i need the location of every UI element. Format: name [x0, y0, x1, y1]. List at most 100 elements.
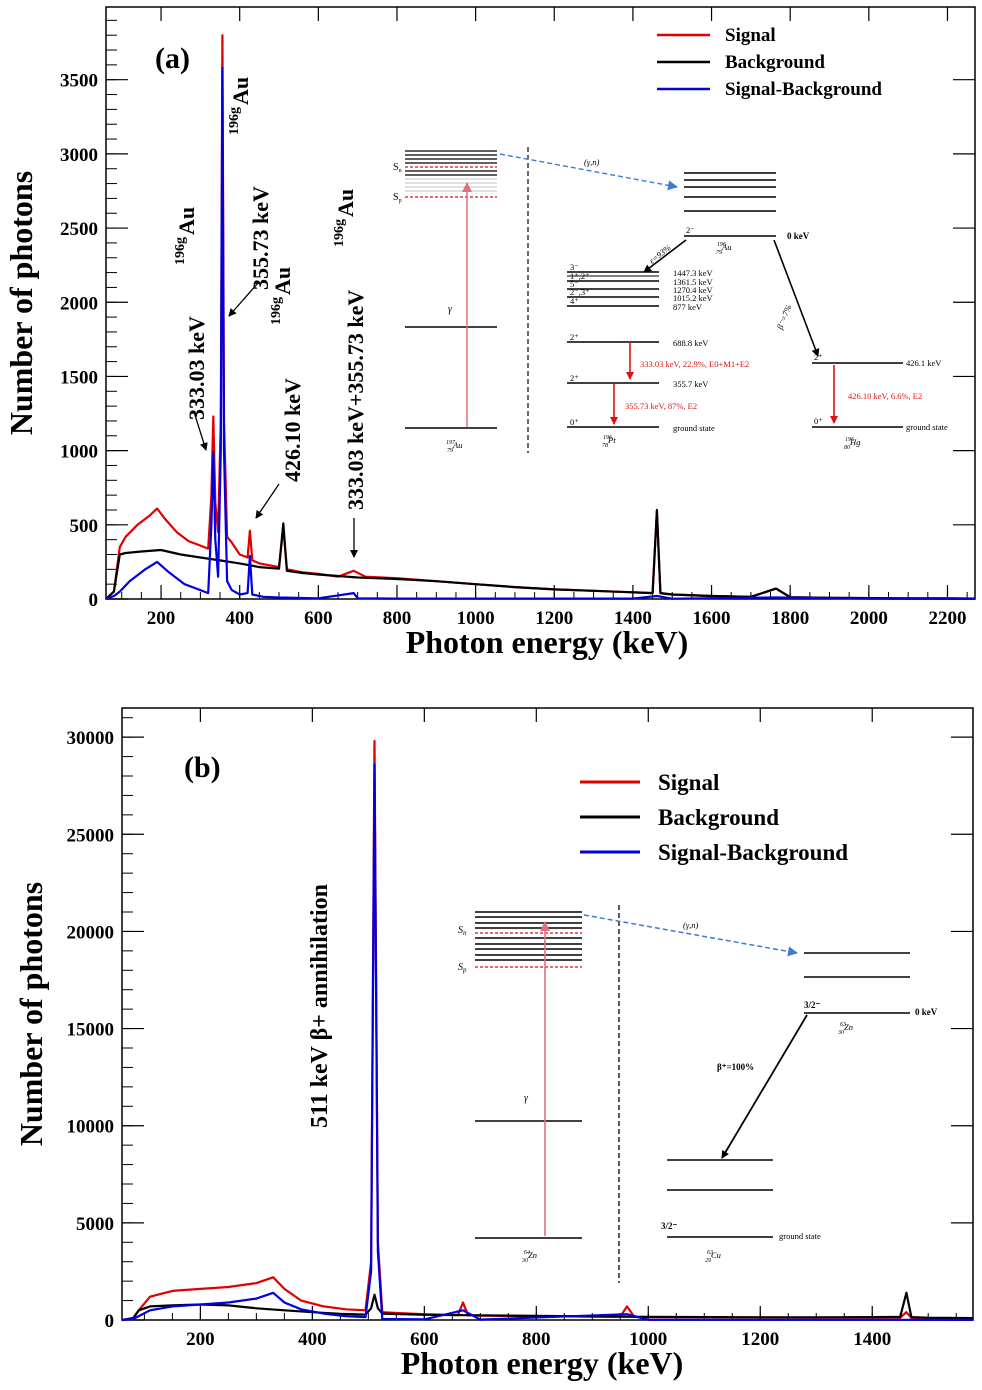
gamma-label-a: γ [448, 304, 453, 315]
pt-level-energy: 1447.3 keV [673, 268, 714, 278]
y-tick-label-a-0: 0 [89, 590, 99, 611]
sp-label-b: Sp [458, 962, 467, 974]
x-tick-label-b-1200: 1200 [741, 1329, 779, 1350]
reaction-arrow-b [583, 914, 798, 957]
target-nuclide-b: 64 30Zn [521, 1249, 537, 1264]
legend-label-signal: Signal [725, 25, 776, 46]
series-line-b-background [121, 1291, 974, 1322]
pt-level-energy: 1361.5 keV [673, 277, 714, 287]
peak-annotation-sum: 333.03 keV+355.73 keV 196g Au [332, 189, 368, 558]
mid-spin-a: 2⁻ [686, 225, 695, 235]
pt-transition-2-label: 355.73 keV, 87%, E2 [625, 401, 697, 411]
pt-level-energy: 1270.4 keV [673, 285, 714, 295]
y-tick-label-b-25000: 25000 [67, 825, 115, 846]
pt-level-spin: 5⁻ [570, 279, 579, 289]
gamma-label-b: γ [524, 1093, 529, 1104]
pt-level-energy: 877 keV [673, 302, 703, 312]
x-tick-label-b-200: 200 [186, 1329, 215, 1350]
pt-transition-1-label: 333.03 keV, 22.9%, E0+M1+E2 [640, 359, 749, 369]
peak-nuclide-333: Au [174, 207, 199, 235]
y-axis-title-b: Number of photons [13, 882, 49, 1146]
x-tick-label-a-1600: 1600 [693, 608, 731, 629]
pt-level-energy: 355.7 keV [673, 379, 709, 389]
y-tick-label-b-10000: 10000 [67, 1117, 115, 1138]
x-axis-title-b: Photon energy (keV) [401, 1345, 684, 1381]
y-tick-label-a-3000: 3000 [60, 145, 98, 166]
x-tick-label-a-2000: 2000 [850, 608, 888, 629]
peak-nuclide-355: Au [228, 77, 253, 105]
beta-plus-label-b: β⁺=100% [717, 1062, 754, 1072]
x-tick-label-a-1800: 1800 [771, 608, 809, 629]
hg-level-426-spin: 2⁺ [814, 352, 823, 362]
x-tick-label-a-1400: 1400 [614, 608, 652, 629]
mid-energy-b: 0 keV [915, 1007, 938, 1017]
hg-transition-label: 426.10 keV, 6.6%, E2 [848, 391, 922, 401]
pt-level-spin: 3⁻ [570, 262, 579, 272]
mid-nuclide-b: 63 30Zn [837, 1022, 853, 1036]
y-tick-label-b-0: 0 [105, 1311, 115, 1332]
hg-level-426-energy: 426.1 keV [906, 358, 942, 368]
y-tick-label-a-1000: 1000 [60, 442, 98, 463]
legend-b-label-signal: Signal [658, 770, 719, 795]
pt-level-spin: 4⁺ [570, 296, 579, 306]
beta-branch-arrow-a [773, 239, 820, 357]
sn-label-b: Sn [458, 925, 467, 937]
legend-b: Signal Background Signal-Background [580, 770, 848, 865]
annihilation-label: 511 keV β+ annihilation [307, 884, 333, 1128]
series-line-a-signal-background [105, 66, 976, 601]
peak-arrow-426 [255, 483, 280, 519]
peak-nuclide-426: Au [270, 267, 295, 295]
cu-levels [667, 1159, 773, 1238]
series-group-a [105, 34, 976, 601]
x-tick-label-b-400: 400 [298, 1329, 327, 1350]
legend-a: Signal Background Signal-Background [657, 25, 882, 100]
target-levels-b [475, 911, 582, 1239]
panel-label-a: (a) [155, 42, 190, 75]
x-tick-label-a-800: 800 [383, 608, 412, 629]
panel-a: 200 400 600 800 1000 1200 1400 1600 1800 2000 2200… [3, 6, 976, 660]
pt-level-energy: ground state [673, 423, 715, 433]
x-tick-label-a-1200: 1200 [535, 608, 573, 629]
peak-mass-355: 196g [227, 107, 242, 135]
axis-ticks-b: 200 400 600 800 1000 1200 1400 0 5000 10000 15000 2… [67, 708, 973, 1350]
legend-label-signal-background: Signal-Background [725, 79, 882, 100]
decay-scheme-b: Sn Sp γ 64 30Zn (γ,n) 3/2⁻ 0 keV 63 30Zn β… [458, 905, 938, 1283]
peak-arrow-355 [228, 282, 259, 317]
y-tick-label-b-20000: 20000 [67, 922, 115, 943]
mid-spin-b: 3/2⁻ [804, 1000, 821, 1010]
peak-label-426: 426.10 keV [280, 378, 305, 482]
x-tick-label-a-1000: 1000 [457, 608, 495, 629]
x-tick-label-a-400: 400 [225, 608, 254, 629]
cu-energy: ground state [779, 1231, 821, 1241]
y-tick-label-a-3500: 3500 [60, 71, 98, 92]
series-line-a-background [105, 508, 976, 600]
reaction-arrow-a [499, 153, 678, 191]
mid-energy-a: 0 keV [787, 231, 810, 241]
panel-label-b: (b) [184, 751, 221, 784]
peak-mass-426: 196g [269, 297, 284, 325]
ec-branch-arrow-a [643, 239, 687, 273]
peak-mass-sum: 196g [332, 219, 347, 247]
series-group-b [121, 739, 974, 1322]
pt-nuclide: 196 78Pt [602, 435, 616, 449]
hg-nuclide: 196 80Hg [844, 437, 860, 451]
peak-label-333: 333.03 keV [184, 316, 209, 420]
y-tick-label-a-2000: 2000 [60, 293, 98, 314]
legend-b-label-signal-background: Signal-Background [658, 840, 848, 865]
series-line-b-signal-background [121, 763, 974, 1322]
x-tick-label-a-600: 600 [304, 608, 333, 629]
target-nuclide-a: 197 79Au [446, 440, 462, 454]
pt-level-spin: 2⁺ [570, 332, 579, 342]
y-tick-label-b-5000: 5000 [76, 1214, 114, 1235]
hg-ground-energy: ground state [906, 422, 948, 432]
y-tick-label-b-30000: 30000 [67, 728, 115, 749]
mid-nuclide-a: 196 79Au [716, 242, 731, 256]
target-levels-a [405, 150, 497, 429]
peak-annotation-333: 333.03 keV 196g Au [173, 207, 209, 451]
pt-level-spin: 0⁺ [570, 417, 579, 427]
cu-spin: 3/2⁻ [661, 1221, 678, 1231]
axis-ticks-a: 200 400 600 800 1000 1200 1400 1600 1800 2000 2200… [60, 7, 975, 629]
x-tick-label-b-600: 600 [410, 1329, 439, 1350]
peak-arrow-333 [193, 411, 208, 451]
